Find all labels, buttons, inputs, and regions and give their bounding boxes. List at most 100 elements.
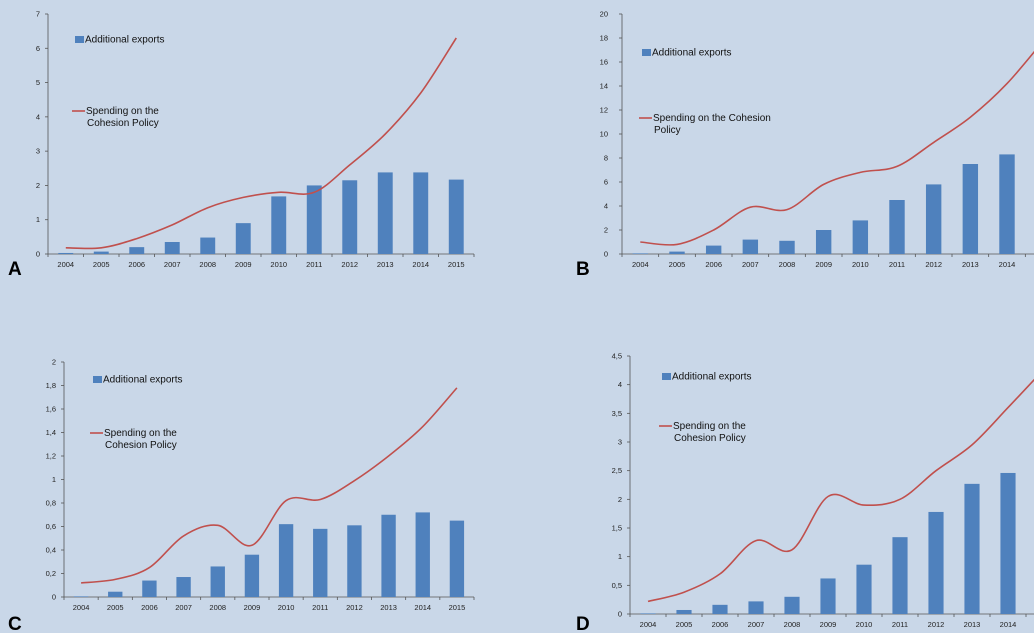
bar: [58, 252, 74, 254]
bar: [448, 179, 464, 254]
x-tick-label: 2007: [164, 260, 181, 269]
x-tick-label: 2010: [278, 603, 295, 612]
y-tick-label: 0: [604, 250, 608, 259]
bar: [342, 180, 358, 254]
legend-bar-swatch: [662, 373, 671, 380]
y-tick-label: 0: [52, 593, 56, 602]
bar: [313, 528, 328, 597]
x-tick-label: 2005: [669, 260, 686, 269]
y-tick-label: 3: [36, 147, 40, 156]
bar: [815, 230, 832, 254]
bar: [235, 223, 251, 254]
x-tick-label: 2010: [270, 260, 287, 269]
legend-line-label: Cohesion Policy: [105, 440, 177, 451]
bar: [856, 564, 872, 614]
x-tick-label: 2013: [380, 603, 397, 612]
bar: [928, 511, 944, 614]
y-tick-label: 2: [604, 226, 608, 235]
legend-line-label: Spending on the: [104, 428, 177, 439]
y-tick-label: 4: [604, 202, 608, 211]
y-tick-label: 1,6: [46, 405, 56, 414]
x-tick-label: 2008: [779, 260, 796, 269]
legend-line-label: Cohesion Policy: [674, 433, 746, 444]
bar: [244, 554, 260, 597]
y-tick-label: 6: [604, 178, 608, 187]
chart-panel-d: 0 0,5 1 1,5 2 2,5 3 3,5 4 4,5 2004 2005 2006 2007 2008…: [576, 352, 1034, 633]
panel-label: C: [8, 614, 22, 633]
legend-line-label: Spending on the: [673, 421, 746, 432]
x-tick-label: 2006: [712, 620, 729, 629]
chart-panel-c: 0 0,2 0,4 0,6 0,8 1 1,2 1,4 1,6 1,8 2 2004 2005 2006 2…: [8, 358, 475, 633]
y-tick-label: 1,5: [612, 524, 622, 533]
y-tick-label: 1,2: [46, 452, 56, 461]
legend-bar-label: Additional exports: [672, 372, 752, 383]
bar: [742, 239, 759, 254]
x-tick-label: 2013: [962, 260, 979, 269]
y-tick-label: 18: [600, 34, 608, 43]
panel-label: B: [576, 259, 590, 280]
bar: [278, 524, 294, 597]
x-tick-label: 2015: [448, 260, 465, 269]
panel-label: D: [576, 614, 590, 633]
x-tick-label: 2014: [1000, 620, 1017, 629]
bar: [712, 604, 728, 614]
chart-panel-b: 0 2 4 6 8 10 12 14 16 18 20 2004 2005 2006 2007 2008 200…: [576, 10, 1034, 280]
bar: [962, 164, 979, 254]
y-tick-label: 0,4: [46, 546, 56, 555]
panel-label: A: [8, 259, 22, 280]
x-tick-label: 2011: [892, 620, 908, 629]
bar: [142, 580, 157, 597]
x-tick-label: 2007: [175, 603, 192, 612]
x-tick-label: 2013: [964, 620, 981, 629]
line-series: [65, 37, 457, 250]
y-tick-label: 14: [600, 82, 608, 91]
x-tick-label: 2014: [414, 603, 431, 612]
x-tick-label: 2011: [306, 260, 322, 269]
legend-line-label: Spending on the: [86, 106, 159, 117]
x-tick-label: 2010: [852, 260, 869, 269]
x-tick-label: 2009: [235, 260, 252, 269]
bar: [306, 185, 322, 254]
legend-bar-swatch: [93, 376, 102, 383]
x-tick-label: 2012: [925, 260, 942, 269]
x-tick-label: 2012: [928, 620, 945, 629]
x-tick-label: 2004: [632, 260, 649, 269]
y-tick-label: 1: [618, 552, 622, 561]
y-tick-label: 4,5: [612, 352, 622, 361]
bar: [129, 247, 145, 254]
y-tick-label: 12: [600, 106, 608, 115]
line-series: [81, 387, 458, 584]
bar: [748, 601, 764, 614]
y-tick-label: 2: [36, 181, 40, 190]
y-tick-label: 1,8: [46, 381, 56, 390]
x-tick-label: 2009: [815, 260, 832, 269]
x-tick-label: 2008: [199, 260, 216, 269]
bar: [108, 591, 123, 597]
y-tick-label: 10: [600, 130, 608, 139]
chart-panel-a: 0 1 2 3 4 5 6 7 2004 2005 2006 2007 2008 2009 2010 2011…: [8, 10, 475, 280]
y-tick-label: 1: [36, 215, 40, 224]
bar: [676, 609, 692, 614]
bar: [210, 566, 225, 597]
x-tick-label: 2013: [377, 260, 394, 269]
bar: [377, 172, 393, 254]
y-tick-label: 4: [618, 380, 622, 389]
x-tick-label: 2005: [93, 260, 110, 269]
y-tick-label: 0,5: [612, 581, 622, 590]
x-tick-label: 2006: [141, 603, 158, 612]
y-tick-label: 5: [36, 78, 40, 87]
bar: [449, 520, 465, 597]
x-tick-label: 2009: [820, 620, 837, 629]
y-tick-label: 4: [36, 112, 40, 121]
bar: [640, 613, 656, 614]
bar: [347, 525, 362, 597]
y-tick-label: 8: [604, 154, 608, 163]
y-tick-label: 2: [52, 358, 56, 367]
bar: [200, 237, 216, 254]
y-tick-label: 0: [36, 250, 40, 259]
bar: [892, 537, 908, 614]
bar: [415, 512, 430, 597]
bar: [176, 577, 191, 597]
line-series: [647, 378, 1034, 603]
